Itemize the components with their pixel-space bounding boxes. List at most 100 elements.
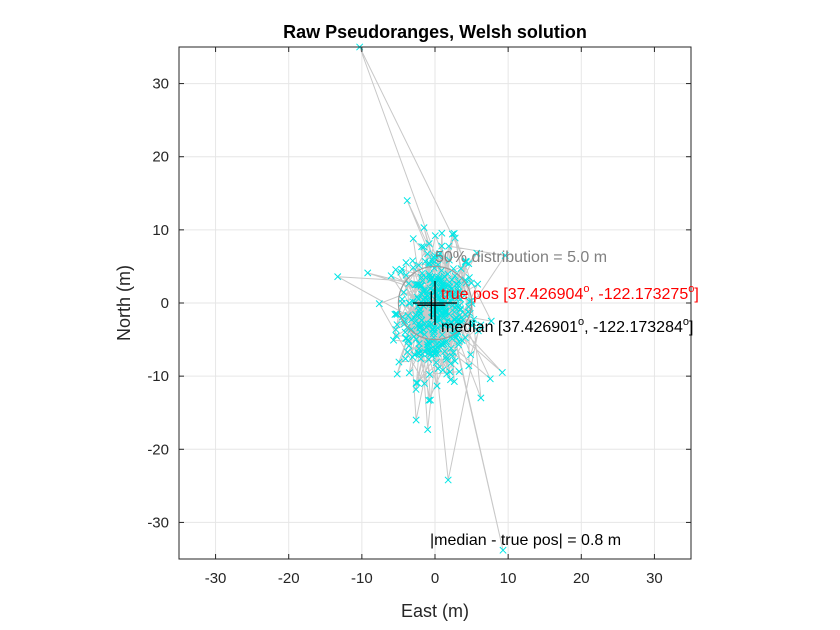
data-point [413,293,421,301]
data-point [417,355,425,363]
data-point [391,310,399,319]
data-point [398,295,406,303]
data-point [422,274,430,282]
data-point [432,358,440,367]
data-point [444,282,452,290]
median-marker [417,291,446,320]
true-pos-close: ] [694,286,698,303]
data-point [450,308,459,316]
y-tick-label: 20 [152,149,169,166]
data-point [442,308,450,316]
data-point [451,234,459,242]
distribution-label: 50% distribution = 5.0 m [435,249,607,266]
overlay [397,265,473,341]
data-point [417,282,425,290]
data-point [392,332,400,340]
data-point [451,327,459,335]
data-point [441,347,449,355]
data-point [411,281,419,289]
data-point [412,317,420,325]
data-point [474,327,482,335]
data-point [406,299,414,307]
data-point [446,323,454,331]
data-point [412,379,420,387]
x-tick-label: -10 [351,570,373,587]
y-tick-label: -20 [147,441,169,458]
data-point [486,375,494,383]
data-point [423,343,432,351]
y-tick-label: 10 [152,222,169,239]
data-point [419,326,428,334]
data-point [457,305,465,313]
median-text: median [37.426901 [441,319,578,336]
data-point [436,298,444,306]
data-point [499,546,507,554]
data-point [441,310,449,318]
data-point [438,331,446,339]
data-point [461,276,469,284]
data-point [449,348,457,357]
data-point [437,267,446,275]
y-tick-label: -10 [147,368,169,385]
data-point [405,342,413,350]
data-point [409,257,417,265]
data-point [477,321,485,329]
data-point [389,336,398,344]
true-pos-text: true pos [37.426904 [441,286,583,303]
data-point [364,269,372,277]
data-point [469,319,477,327]
data-point [434,291,442,299]
data-point [433,340,441,348]
chart-title: Raw Pseudoranges, Welsh solution [283,22,587,42]
data-point [428,320,436,328]
data-point [444,270,452,278]
y-axis-label: North (m) [114,265,134,341]
median-mid: , -122.173284 [584,319,683,336]
data-point [420,224,428,232]
data-point [445,256,453,264]
data-point [467,279,475,287]
data-point [445,278,454,286]
data-point [403,348,412,356]
true-pos-lat-unit: o [583,283,589,295]
data-point [423,288,431,296]
data-point [434,324,442,332]
data-point [442,353,450,361]
data-point [461,257,469,266]
y-tick-label: -30 [147,514,169,531]
data-point [401,355,410,363]
data-point [457,264,465,273]
data-point [409,264,417,272]
data-point [387,272,395,280]
data-point [424,320,432,328]
data-point [420,380,428,388]
true-position-marker [413,281,457,325]
data-point [424,346,432,354]
x-axis-label: East (m) [401,601,469,621]
data-point [404,336,412,344]
x-tick-label: 10 [500,570,517,587]
x-tick-label: 20 [573,570,590,587]
data-point [407,325,416,333]
data-point [375,300,383,308]
data-point [402,259,410,267]
data-point [398,265,406,273]
true-pos-label: true pos [37.426904o, -122.173275o] [441,283,699,303]
data-point [415,349,423,357]
data-point [455,337,463,346]
data-point [450,378,458,386]
data-point [415,261,423,269]
data-point [454,317,462,325]
data-point [409,235,417,243]
data-point [424,425,432,434]
data-point [425,240,433,248]
median-lat-unit: o [578,316,584,328]
data-point [400,288,408,296]
data-point [392,266,400,274]
data-point [447,294,456,302]
data-point [452,314,460,322]
data-point [457,295,465,303]
data-point [437,285,445,293]
data-point [420,243,428,251]
